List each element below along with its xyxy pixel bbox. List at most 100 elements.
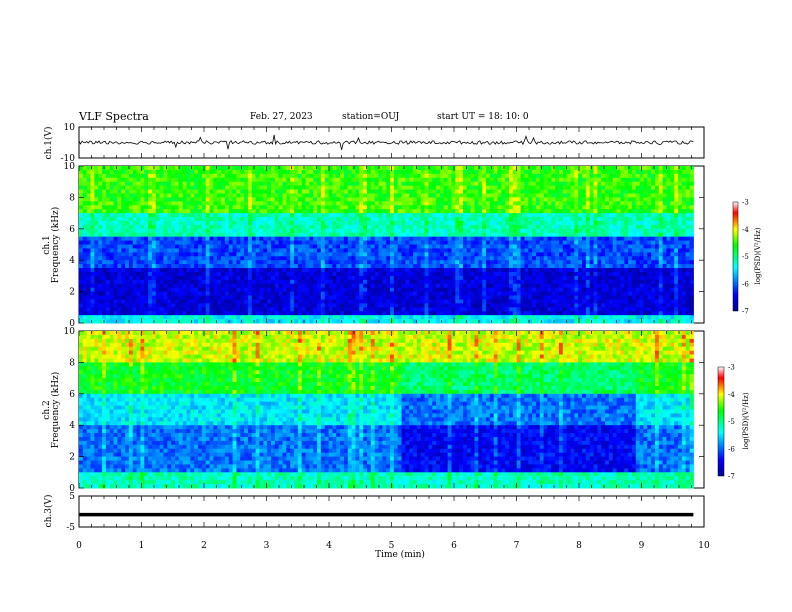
- spectrogram-cell: [320, 201, 326, 206]
- spectrogram-cell: [313, 256, 318, 261]
- spectrogram-cell: [320, 181, 326, 187]
- spectrogram-cell: [105, 169, 111, 175]
- spectrogram-cell: [378, 248, 383, 253]
- spectrogram-cell: [474, 248, 479, 253]
- spectrogram-cell: [301, 240, 307, 245]
- spectrogram-cell: [90, 220, 95, 226]
- spectrogram-cell: [328, 189, 333, 194]
- spectrogram-cell: [466, 244, 472, 249]
- spectrogram-cell: [482, 283, 487, 289]
- spectrogram-cell: [528, 173, 533, 179]
- spectrogram-cell: [198, 217, 203, 222]
- spectrogram-cell: [240, 252, 245, 257]
- spectrogram-cell: [297, 217, 303, 222]
- spectrogram-cell: [370, 236, 376, 242]
- spectrogram-cell: [497, 209, 502, 214]
- spectrogram-cell: [159, 232, 164, 238]
- spectrogram-cell: [144, 189, 149, 194]
- spectrogram-cell: [539, 295, 545, 300]
- spectrogram-cell: [286, 256, 291, 261]
- spectrogram-cell: [420, 303, 426, 308]
- spectrogram-cell: [512, 201, 518, 206]
- spectrogram-cell: [374, 193, 380, 198]
- spectrogram-cell: [167, 260, 172, 265]
- spectrogram-cell: [259, 189, 264, 194]
- spectrogram-cell: [128, 244, 134, 249]
- spectrogram-cell: [424, 271, 429, 277]
- spectrogram-cell: [551, 268, 556, 273]
- spectrogram-cell: [190, 260, 195, 265]
- spectrogram-cell: [255, 295, 260, 300]
- spectrogram-cell: [543, 299, 548, 304]
- spectrogram-cell: [347, 228, 353, 234]
- spectrogram-cell: [94, 256, 99, 261]
- spectrogram-cell: [324, 307, 330, 312]
- spectrogram-cell: [251, 279, 257, 285]
- spectrogram-cell: [221, 166, 226, 171]
- spectrogram-cell: [163, 209, 168, 214]
- spectrogram-cell: [98, 169, 103, 175]
- spectrogram-cell: [555, 166, 560, 171]
- spectrogram-cell: [428, 228, 433, 234]
- spectrogram-cell: [378, 283, 383, 289]
- spectrogram-cell: [432, 275, 437, 281]
- spectrogram-cell: [436, 291, 441, 297]
- spectrogram-cell: [94, 295, 99, 300]
- spectrogram-cell: [125, 252, 130, 257]
- spectrogram-cell: [144, 209, 149, 214]
- spectrogram-cell: [516, 275, 522, 281]
- spectrogram-cell: [424, 197, 429, 202]
- spectrogram-cell: [363, 228, 368, 234]
- spectrogram-cell: [324, 224, 330, 230]
- spectrogram-cell: [493, 213, 499, 218]
- spectrogram-cell: [555, 244, 560, 249]
- spectrogram-cell: [424, 252, 429, 257]
- spectrogram-cell: [551, 232, 556, 238]
- spectrogram-cell: [532, 224, 537, 230]
- spectrogram-cell: [332, 185, 337, 191]
- spectrogram-cell: [201, 177, 207, 183]
- spectrogram-cell: [313, 166, 318, 171]
- spectrogram-cell: [163, 228, 168, 234]
- spectrogram-cell: [151, 291, 157, 297]
- spectrogram-cell: [217, 173, 222, 179]
- spectrogram-cell: [121, 275, 126, 281]
- spectrogram-cell: [294, 201, 299, 206]
- spectrogram-cell: [309, 205, 314, 210]
- spectrogram-cell: [167, 185, 172, 191]
- spectrogram-cell: [136, 291, 141, 297]
- spectrogram-cell: [501, 236, 506, 242]
- spectrogram-cell: [405, 166, 410, 171]
- spectrogram-cell: [305, 287, 310, 293]
- spectrogram-cell: [251, 236, 257, 242]
- spectrogram-cell: [79, 189, 84, 194]
- spectrogram-cell: [194, 181, 199, 187]
- spectrogram-cell: [451, 299, 456, 304]
- spectrogram-cell: [232, 299, 237, 304]
- spectrogram-cell: [501, 287, 506, 293]
- spectrogram-cell: [190, 268, 195, 273]
- spectrogram-cell: [382, 169, 387, 175]
- spectrogram-cell: [274, 177, 280, 183]
- spectrogram-cell: [378, 303, 383, 308]
- spectrogram-cell: [121, 220, 126, 226]
- spectrogram-cell: [79, 299, 84, 304]
- spectrogram-cell: [328, 303, 333, 308]
- spectrogram-cell: [159, 279, 164, 285]
- spectrogram-cell: [232, 197, 237, 202]
- spectrogram-cell: [382, 319, 387, 324]
- spectrogram-cell: [351, 224, 356, 230]
- spectrogram-cell: [155, 295, 161, 300]
- spectrogram-cell: [332, 244, 337, 249]
- spectrogram-cell: [470, 224, 475, 230]
- spectrogram-cell: [401, 173, 406, 179]
- spectrogram-cell: [436, 201, 441, 206]
- spectrogram-cell: [297, 173, 303, 179]
- spectrogram-cell: [297, 197, 303, 202]
- spectrogram-cell: [313, 193, 318, 198]
- spectrogram-cell: [393, 217, 399, 222]
- spectrogram-cell: [117, 169, 122, 175]
- spectrogram-cell: [535, 307, 541, 312]
- spectrogram-cell: [343, 232, 349, 238]
- spectrogram-cell: [378, 224, 383, 230]
